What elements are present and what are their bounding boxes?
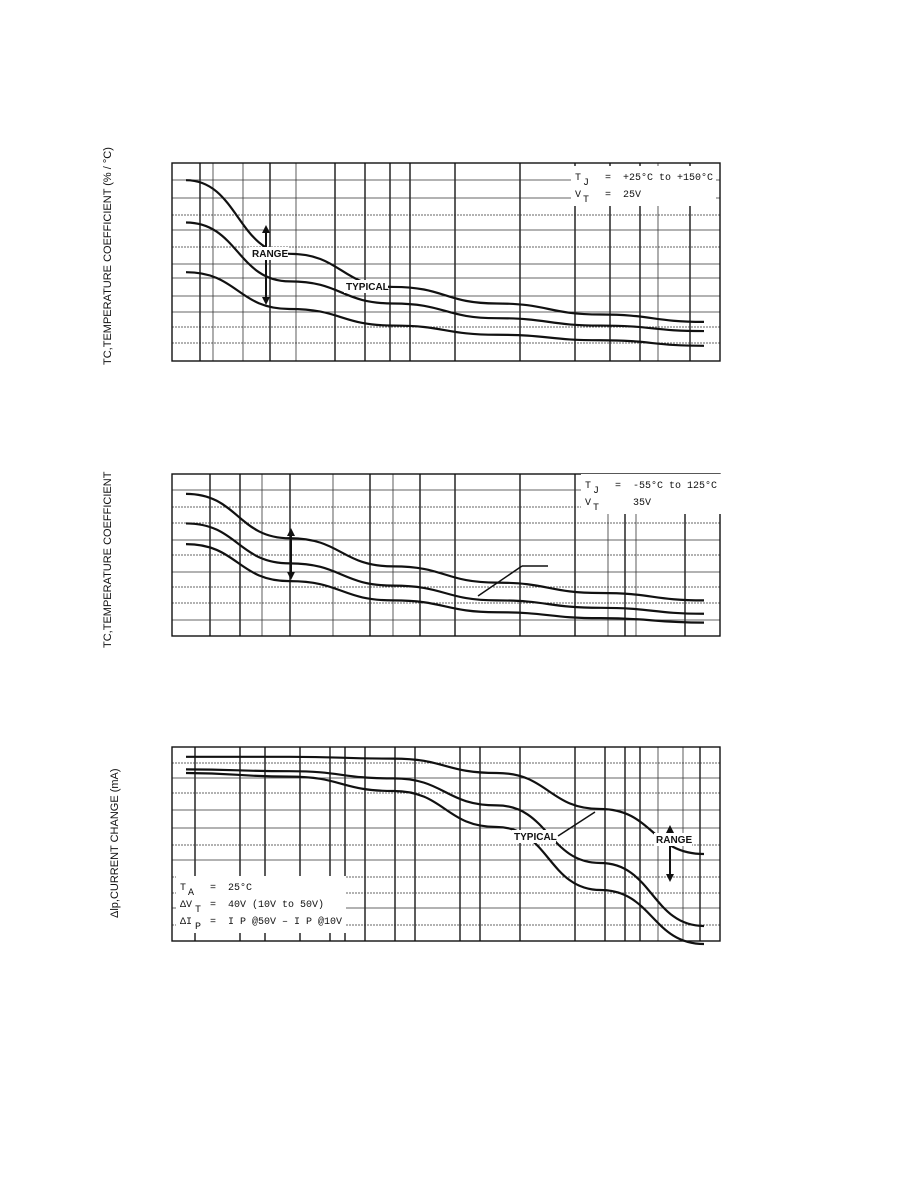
- condition-2-value: I P @50V – I P @10V: [228, 916, 342, 928]
- conditions-box: [571, 166, 716, 206]
- typical-label: TYPICAL: [514, 832, 557, 843]
- series-line-2: [185, 768, 705, 928]
- condition-0-equals: =: [605, 173, 611, 184]
- condition-0-subscript: A: [188, 888, 194, 899]
- chart-2: T J = -55°C to 125°C V T 35V: [171, 473, 726, 637]
- condition-0-subscript: J: [583, 178, 589, 189]
- range-arrow-down-head: [666, 874, 674, 882]
- typical-label-bg: [344, 280, 388, 293]
- conditions-box: [581, 474, 726, 514]
- condition-2-symbol: ΔI: [180, 917, 192, 928]
- typical-label-bg: [512, 830, 556, 843]
- series-line-2: [185, 522, 705, 615]
- series-line-3: [185, 543, 705, 624]
- range-label-bg: [250, 247, 288, 260]
- condition-1-symbol: V: [585, 498, 591, 509]
- condition-1-symbol: ΔV: [180, 900, 192, 911]
- range-label: RANGE: [252, 249, 288, 260]
- condition-0-symbol: T: [585, 481, 591, 492]
- series-line-1: [185, 492, 705, 602]
- condition-1-subscript: T: [583, 195, 589, 206]
- range-arrow-up-head: [287, 528, 295, 536]
- condition-1-subscript: T: [593, 503, 599, 514]
- typical-pointer: [557, 811, 596, 837]
- conditions-box: [176, 876, 346, 933]
- condition-1-symbol: V: [575, 190, 581, 201]
- condition-1-equals: =: [210, 900, 216, 911]
- series-line-3: [185, 271, 705, 347]
- condition-0-equals: =: [210, 883, 216, 894]
- series-line-1: [185, 755, 705, 856]
- range-arrow-down-head: [262, 297, 270, 305]
- condition-1-subscript: T: [195, 905, 201, 916]
- condition-0-symbol: T: [180, 883, 186, 894]
- condition-0-value: 25°C: [228, 882, 252, 894]
- condition-1-equals: =: [605, 190, 611, 201]
- chart-1: T J = +25°C to +150°C V T = 25V RANGE TYPICAL: [171, 162, 721, 362]
- range-arrow-down-head: [287, 572, 295, 580]
- condition-0-value: +25°C to +150°C: [623, 172, 713, 184]
- chart-3: T A = 25°CΔV T = 40V (10V to 50V)ΔI P = I P @50V …: [171, 746, 721, 946]
- condition-1-value: 40V (10V to 50V): [228, 899, 324, 911]
- range-label-bg: [654, 833, 692, 846]
- series-line-3: [185, 771, 705, 946]
- condition-2-subscript: P: [195, 922, 201, 933]
- plot-frame: [171, 473, 721, 637]
- typical-label: TYPICAL: [346, 282, 389, 293]
- condition-0-value: -55°C to 125°C: [633, 480, 717, 492]
- series-line-1: [185, 179, 705, 323]
- plot-frame: [171, 162, 721, 362]
- range-label: RANGE: [656, 835, 692, 846]
- condition-0-symbol: T: [575, 173, 581, 184]
- series-line-2: [185, 221, 705, 333]
- condition-1-value: 35V: [633, 498, 651, 509]
- condition-2-equals: =: [210, 917, 216, 928]
- range-arrow-up-head: [666, 825, 674, 833]
- range-arrow-up-head: [262, 225, 270, 233]
- plot-frame: [171, 746, 721, 942]
- typical-pointer: [477, 565, 523, 597]
- condition-0-subscript: J: [593, 486, 599, 497]
- condition-1-value: 25V: [623, 190, 641, 201]
- condition-0-equals: =: [615, 481, 621, 492]
